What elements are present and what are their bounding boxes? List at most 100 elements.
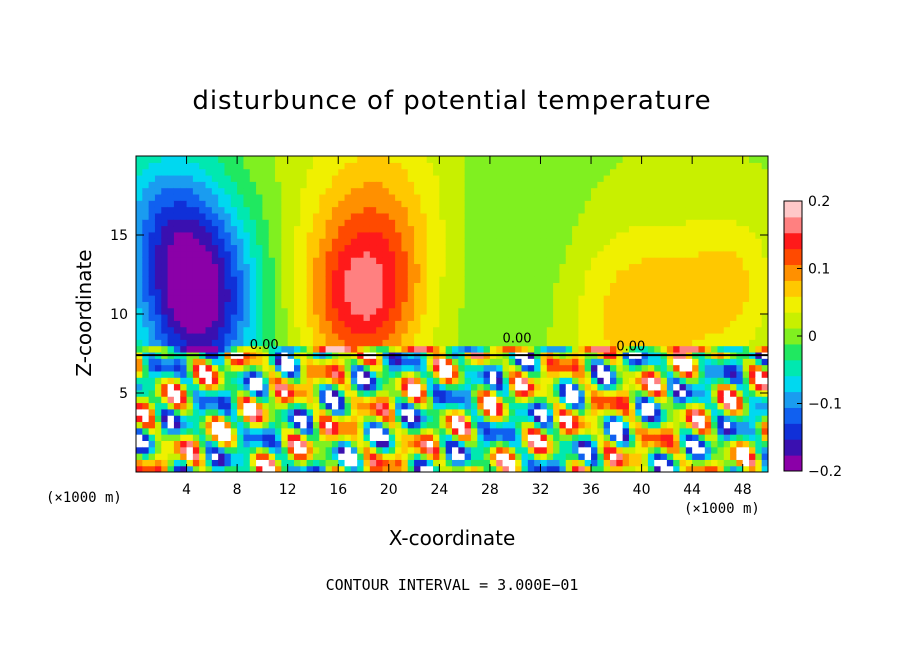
heatmap-cell <box>483 440 491 448</box>
heatmap-cell <box>426 174 434 182</box>
heatmap-cell <box>647 415 655 423</box>
heatmap-cell <box>698 314 706 321</box>
heatmap-cell <box>287 408 295 416</box>
heatmap-cell <box>527 257 535 265</box>
heatmap-cell <box>534 389 542 397</box>
heatmap-cell <box>685 453 693 460</box>
heatmap-cell <box>376 206 384 214</box>
heatmap-cell <box>331 288 339 296</box>
heatmap-cell <box>357 301 365 309</box>
heatmap-cell <box>685 408 693 416</box>
heatmap-cell <box>382 250 390 258</box>
heatmap-cell <box>641 250 649 258</box>
heatmap-cell <box>508 459 516 467</box>
heatmap-cell <box>660 408 668 416</box>
heatmap-cell <box>338 276 346 283</box>
heatmap-cell <box>603 307 611 315</box>
heatmap-cell <box>584 320 592 328</box>
heatmap-cell <box>527 282 535 290</box>
heatmap-cell <box>502 250 510 258</box>
heatmap-cell <box>761 187 768 195</box>
heatmap-cell <box>249 345 257 353</box>
heatmap-cell <box>420 257 428 265</box>
heatmap-cell <box>540 415 548 423</box>
heatmap-cell <box>237 263 245 271</box>
heatmap-cell <box>344 332 352 340</box>
heatmap-cell <box>262 377 270 385</box>
heatmap-cell <box>388 301 396 309</box>
heatmap-cell <box>199 257 207 265</box>
heatmap-cell <box>610 288 617 296</box>
heatmap-cell <box>287 206 295 214</box>
heatmap-cell <box>641 446 649 454</box>
heatmap-cell <box>641 396 649 404</box>
heatmap-cell <box>199 358 207 366</box>
heatmap-cell <box>591 402 598 410</box>
heatmap-cell <box>237 421 245 429</box>
heatmap-cell <box>641 314 649 321</box>
heatmap-cell <box>489 459 497 467</box>
heatmap-cell <box>218 446 226 454</box>
heatmap-cell <box>205 453 213 460</box>
heatmap-cell <box>711 408 719 416</box>
heatmap-cell <box>319 200 327 208</box>
heatmap-cell <box>136 257 143 265</box>
heatmap-cell <box>502 212 510 220</box>
heatmap-cell <box>281 288 289 296</box>
heatmap-cell <box>148 370 156 378</box>
heatmap-cell <box>363 295 371 302</box>
heatmap-cell <box>755 250 763 258</box>
heatmap-cell <box>237 370 245 378</box>
heatmap-cell <box>161 307 169 315</box>
heatmap-cell <box>679 301 687 309</box>
heatmap-cell <box>723 408 731 416</box>
heatmap-cell <box>344 345 352 353</box>
heatmap-cell <box>319 231 327 239</box>
heatmap-cell <box>426 231 434 239</box>
heatmap-cell <box>275 156 282 163</box>
heatmap-cell <box>161 269 169 277</box>
heatmap-cell <box>136 345 143 353</box>
heatmap-cell <box>414 295 421 302</box>
heatmap-cell <box>161 301 169 309</box>
heatmap-cell <box>186 364 194 372</box>
heatmap-cell <box>268 219 276 227</box>
heatmap-cell <box>489 402 497 410</box>
heatmap-cell <box>470 244 478 252</box>
heatmap-cell <box>262 288 270 296</box>
heatmap-cell <box>439 288 447 296</box>
heatmap-cell <box>477 370 485 378</box>
heatmap-cell <box>508 257 516 265</box>
heatmap-cell <box>249 465 257 472</box>
heatmap-cell <box>445 206 453 214</box>
heatmap-cell <box>350 396 358 404</box>
heatmap-cell <box>527 408 535 416</box>
heatmap-cell <box>445 408 453 416</box>
heatmap-cell <box>167 465 175 472</box>
heatmap-cell <box>173 332 181 340</box>
heatmap-cell <box>300 187 308 195</box>
heatmap-cell <box>205 459 213 467</box>
heatmap-cell <box>344 358 352 366</box>
heatmap-cell <box>736 339 744 347</box>
heatmap-cell <box>439 238 447 246</box>
heatmap-cell <box>515 206 523 214</box>
heatmap-cell <box>452 156 459 163</box>
heatmap-cell <box>268 434 276 441</box>
heatmap-cell <box>237 402 245 410</box>
heatmap-cell <box>154 301 162 309</box>
heatmap-cell <box>502 174 510 182</box>
heatmap-cell <box>148 156 156 163</box>
heatmap-cell <box>470 358 478 366</box>
heatmap-cell <box>142 212 150 220</box>
heatmap-cell <box>711 168 719 176</box>
heatmap-cell <box>749 250 756 258</box>
heatmap-cell <box>369 238 377 246</box>
heatmap-cell <box>363 238 371 246</box>
heatmap-cell <box>426 465 434 472</box>
heatmap-cell <box>711 193 719 201</box>
heatmap-cell <box>742 276 750 283</box>
heatmap-cell <box>268 339 276 347</box>
heatmap-cell <box>148 162 156 170</box>
heatmap-cell <box>565 269 573 277</box>
